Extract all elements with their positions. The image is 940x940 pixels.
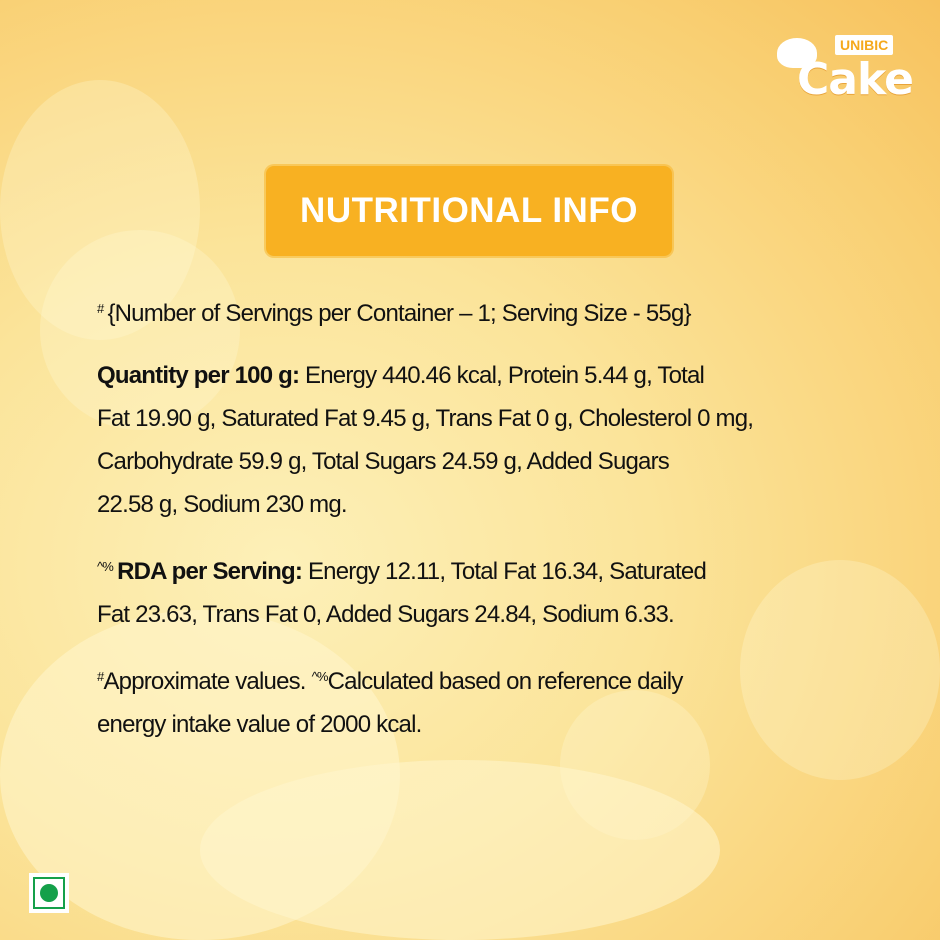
- rda-line: Energy 12.11, Total Fat 16.34, Saturated: [302, 558, 707, 585]
- quantity-line: Fat 19.90 g, Saturated Fat 9.45 g, Trans…: [97, 405, 754, 432]
- rda-label: RDA per Serving:: [117, 558, 303, 585]
- footnote-text: energy intake value of 2000 kcal.: [97, 711, 422, 738]
- footnote-mark: #: [97, 301, 104, 316]
- footnote-mark: #: [97, 669, 104, 684]
- rda-line: Fat 23.63, Trans Fat 0, Added Sugars 24.…: [97, 601, 675, 628]
- serving-text: {Number of Servings per Container – 1; S…: [107, 300, 691, 327]
- footnote-mark: ^%: [97, 559, 114, 574]
- footnote-text: Calculated based on reference daily: [327, 668, 684, 695]
- page-title: NUTRITIONAL INFO: [300, 191, 638, 230]
- quantity-label: Quantity per 100 g:: [97, 362, 300, 389]
- background-cloud: [200, 760, 720, 940]
- heading-badge: NUTRITIONAL INFO: [266, 166, 672, 256]
- background-bokeh: [0, 80, 200, 340]
- vegetarian-mark-icon: [29, 873, 69, 913]
- chef-hat-icon: [777, 38, 817, 68]
- serving-info: # {Number of Servings per Container – 1; …: [97, 287, 897, 335]
- rda-per-serving: ^% RDA per Serving: Energy 12.11, Total F…: [97, 545, 897, 636]
- quantity-line: 22.58 g, Sodium 230 mg.: [97, 491, 348, 518]
- quantity-line: Carbohydrate 59.9 g, Total Sugars 24.59 …: [97, 448, 670, 475]
- logo-product: Cake: [797, 54, 914, 105]
- brand-logo: UNIBIC Cake: [775, 28, 915, 108]
- footnote-text: Approximate values.: [103, 668, 312, 695]
- background-bokeh: [740, 560, 940, 780]
- quantity-line: Energy 440.46 kcal, Protein 5.44 g, Tota…: [299, 362, 705, 389]
- background-bokeh: [40, 230, 240, 430]
- footnotes: #Approximate values. ^%Calculated based …: [97, 655, 897, 746]
- quantity-per-100g: Quantity per 100 g: Energy 440.46 kcal, …: [97, 354, 897, 526]
- logo-brand: UNIBIC: [835, 35, 894, 55]
- nutrition-text: # {Number of Servings per Container – 1; …: [97, 287, 897, 765]
- footnote-mark: ^%: [311, 669, 329, 684]
